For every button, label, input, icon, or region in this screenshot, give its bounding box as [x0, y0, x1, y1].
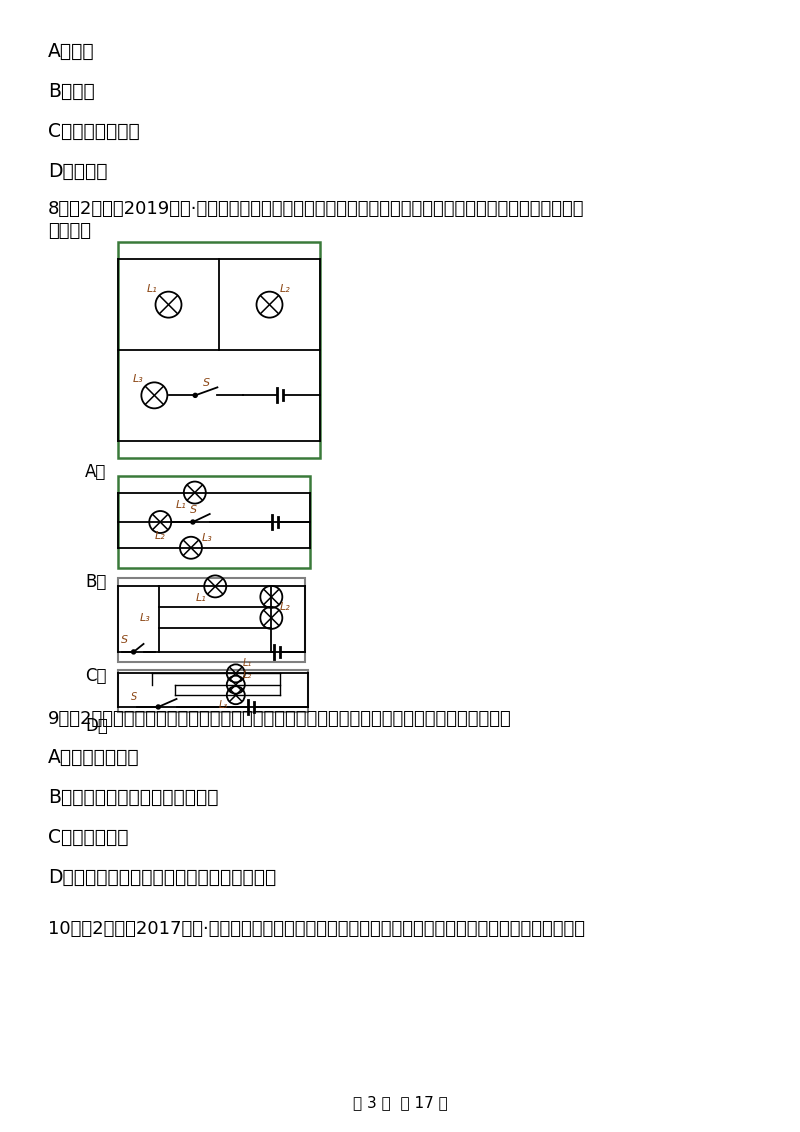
Text: S: S [121, 635, 128, 645]
Circle shape [191, 520, 195, 524]
Text: S: S [190, 505, 197, 515]
Text: L₂: L₂ [280, 602, 290, 612]
Text: L₃: L₃ [219, 701, 229, 710]
Text: L₂: L₂ [155, 531, 166, 541]
Text: B．: B． [85, 573, 106, 591]
Text: 10．（2分）（2017九上·海拉尔期末）根据你的生活经验判断，下列数据中最接近生活实际的是（　　）: 10．（2分）（2017九上·海拉尔期末）根据你的生活经验判断，下列数据中最接近… [48, 920, 585, 938]
Text: A．橡皮: A．橡皮 [48, 42, 94, 61]
Circle shape [156, 705, 160, 709]
Text: L₁: L₁ [243, 659, 253, 668]
Text: D．金属勺: D．金属勺 [48, 162, 107, 181]
Text: C．不锈钢刻度尺: C．不锈钢刻度尺 [48, 122, 140, 142]
Text: （　　）: （ ） [48, 222, 91, 240]
FancyBboxPatch shape [118, 242, 320, 458]
Text: L₂: L₂ [280, 284, 291, 293]
Text: B．检查电表的连接方法是否正确: B．检查电表的连接方法是否正确 [48, 788, 218, 807]
Text: C．按规范操作: C．按规范操作 [48, 827, 129, 847]
Text: L₃: L₃ [202, 533, 212, 542]
Text: A．防止接触不良: A．防止接触不良 [48, 748, 140, 767]
Text: L₁: L₁ [175, 499, 186, 509]
Text: D．判断所测电流或电压是否超过电表的量程: D．判断所测电流或电压是否超过电表的量程 [48, 868, 276, 887]
FancyBboxPatch shape [118, 670, 308, 712]
Text: C．: C． [85, 667, 106, 685]
Text: L₂: L₂ [243, 670, 253, 679]
Text: L₃: L₃ [140, 614, 150, 624]
Text: B．铁钉: B．铁钉 [48, 82, 94, 101]
Text: L₁: L₁ [147, 284, 158, 293]
Text: 9．（2分）在使用电压表和电流表时，通常先拿电表的大量程进行试触，这主要是为了（　　）: 9．（2分）在使用电压表和电流表时，通常先拿电表的大量程进行试触，这主要是为了（… [48, 710, 512, 728]
Text: 第 3 页  共 17 页: 第 3 页 共 17 页 [353, 1095, 447, 1110]
Text: S: S [202, 378, 210, 388]
Circle shape [194, 393, 198, 397]
Text: L₁: L₁ [196, 593, 206, 603]
Circle shape [131, 650, 135, 654]
FancyBboxPatch shape [118, 578, 305, 662]
FancyBboxPatch shape [118, 475, 310, 568]
Text: A．: A． [85, 463, 106, 481]
Text: 8．（2分）（2019九上·北辰月考）在图所示的四个电路图中，当开关闭合时，三盏灯属于串联的电路图是: 8．（2分）（2019九上·北辰月考）在图所示的四个电路图中，当开关闭合时，三盏… [48, 200, 585, 218]
Text: S: S [130, 692, 137, 702]
Text: L₃: L₃ [133, 375, 144, 385]
Text: D．: D． [85, 717, 108, 735]
